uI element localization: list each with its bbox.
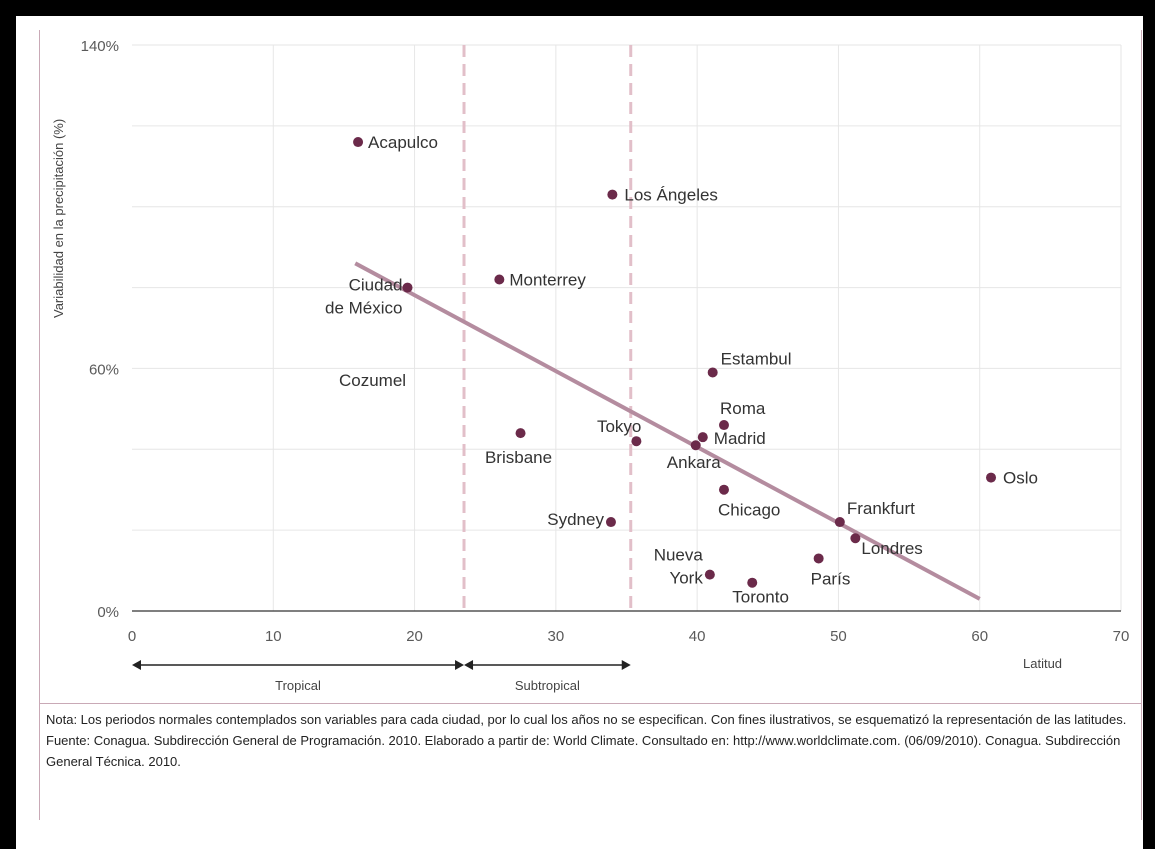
point-label: Nueva York xyxy=(654,546,704,588)
notes-section: Nota: Los periodos normales contemplados… xyxy=(46,709,1136,772)
y-axis-title: Variabilidad en la precipitación (%) xyxy=(51,119,66,318)
data-points xyxy=(353,137,997,588)
point-label: Roma xyxy=(720,399,766,418)
scatter-chart: 0 10 20 30 40 50 60 70 0% 60% 140% Acapulco Los Án… xyxy=(51,38,1130,693)
grid xyxy=(132,44,1122,611)
point-label: Sydney xyxy=(547,510,604,529)
x-tick-label: 20 xyxy=(406,628,423,645)
point-label: Chicago xyxy=(718,501,780,520)
data-point xyxy=(607,189,618,200)
data-point xyxy=(353,137,364,148)
data-point xyxy=(813,553,824,564)
zone-arrow-head xyxy=(455,660,465,670)
data-point xyxy=(707,367,718,378)
zone-arrow-head xyxy=(464,660,474,670)
frame-right-border xyxy=(1143,0,1155,849)
point-label: Tokyo xyxy=(597,417,641,436)
x-tick-label: 30 xyxy=(548,628,565,645)
note-text: Nota: Los periodos normales contemplados… xyxy=(46,712,1127,727)
point-label: Monterrey xyxy=(509,270,586,289)
y-tick-labels: 0% 60% 140% xyxy=(81,38,119,621)
trendline xyxy=(354,261,981,601)
data-point xyxy=(718,484,729,495)
zone-label: Tropical xyxy=(275,678,321,693)
data-point xyxy=(515,428,526,439)
inner-rule-right xyxy=(1141,30,1142,820)
data-point xyxy=(850,533,861,544)
point-label: París xyxy=(811,569,851,588)
point-label: Oslo xyxy=(1003,469,1038,488)
point-label: Londres xyxy=(861,539,922,558)
zone-label: Subtropical xyxy=(515,678,580,693)
point-label: Brisbane xyxy=(485,448,552,467)
data-point xyxy=(704,569,715,580)
point-label: Ankara xyxy=(667,453,721,472)
point-label: Los Ángeles xyxy=(624,186,718,205)
inner-rule-left xyxy=(39,30,40,820)
zone-arrow-head xyxy=(132,660,141,670)
data-point xyxy=(631,436,642,447)
x-axis-title: Latitud xyxy=(1023,656,1062,671)
point-label: Frankfurt xyxy=(847,499,915,518)
data-point xyxy=(986,472,997,483)
data-point xyxy=(718,420,729,431)
y-tick-label: 60% xyxy=(89,361,119,378)
x-tick-label: 50 xyxy=(830,628,847,645)
x-tick-label: 10 xyxy=(265,628,282,645)
zone-arrow-head xyxy=(621,660,631,670)
data-point xyxy=(747,577,758,588)
x-tick-label: 60 xyxy=(971,628,988,645)
x-tick-label: 0 xyxy=(128,628,136,645)
data-point xyxy=(402,282,413,293)
data-point xyxy=(697,432,708,443)
data-point xyxy=(834,517,845,528)
source-text: Fuente: Conagua. Subdirección General de… xyxy=(46,733,1121,769)
data-point xyxy=(690,440,701,451)
point-label: Acapulco xyxy=(368,133,438,152)
frame-left-border xyxy=(0,0,16,849)
notes-divider xyxy=(39,703,1142,704)
point-label: Ciudad de México xyxy=(325,276,402,318)
data-point xyxy=(605,517,616,528)
x-tick-label: 70 xyxy=(1113,628,1130,645)
x-tick-label: 40 xyxy=(689,628,706,645)
city-labels: Acapulco Los Ángeles Monterrey Ciudad de Méx… xyxy=(325,133,1038,607)
frame-top-border xyxy=(0,0,1155,16)
y-tick-label: 0% xyxy=(97,604,119,621)
point-label: Toronto xyxy=(732,588,789,607)
x-tick-labels: 0 10 20 30 40 50 60 70 xyxy=(128,628,1130,645)
climate-zones: Tropical Subtropical xyxy=(132,660,631,693)
y-tick-label: 140% xyxy=(81,38,119,55)
point-label: Estambul xyxy=(721,349,792,368)
point-label: Madrid xyxy=(714,429,766,448)
point-label: Cozumel xyxy=(339,371,406,390)
data-point xyxy=(494,274,505,285)
